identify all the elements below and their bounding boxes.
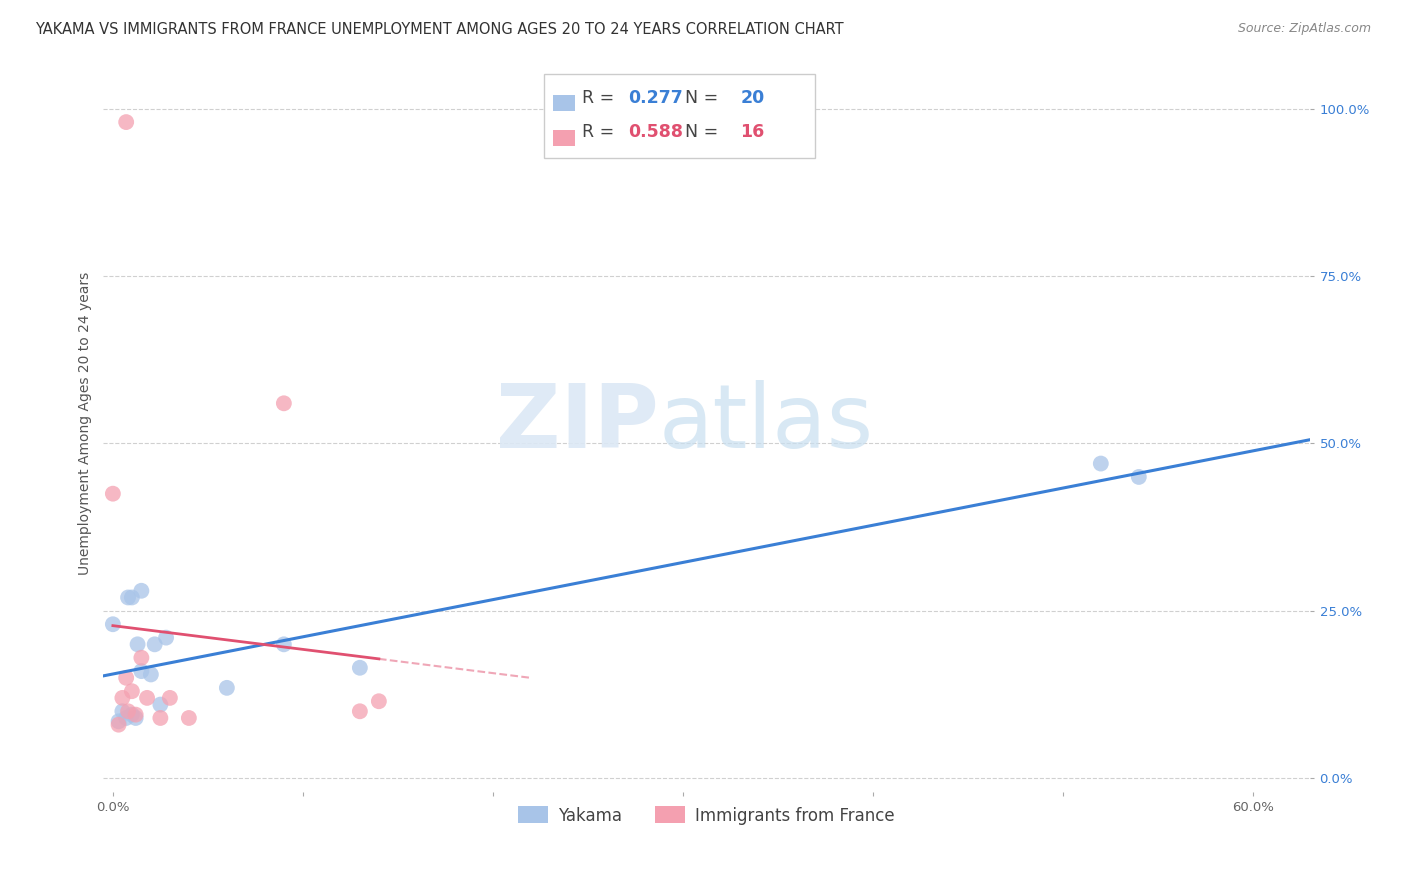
Point (139, 667, 162, 681)
Point (177, 711, 200, 725)
Point (107, 714, 129, 729)
Text: N =: N = (673, 123, 724, 142)
Point (149, 698, 172, 712)
Point (115, 115, 138, 129)
Text: Source: ZipAtlas.com: Source: ZipAtlas.com (1237, 22, 1371, 36)
Point (367, 694, 389, 708)
Point (125, 707, 148, 722)
Point (121, 707, 143, 722)
Point (273, 637, 295, 651)
Point (136, 690, 159, 705)
FancyBboxPatch shape (554, 95, 575, 112)
Point (349, 661, 371, 675)
Point (155, 631, 177, 645)
Text: R =: R = (582, 89, 620, 107)
Text: R =: R = (582, 123, 620, 142)
Text: 16: 16 (741, 123, 765, 142)
Point (101, 486, 124, 500)
Point (121, 684, 143, 698)
Text: YAKAMA VS IMMIGRANTS FROM FRANCE UNEMPLOYMENT AMONG AGES 20 TO 24 YEARS CORRELAT: YAKAMA VS IMMIGRANTS FROM FRANCE UNEMPLO… (35, 22, 844, 37)
Text: 0.588: 0.588 (628, 123, 683, 142)
Point (1090, 457, 1112, 471)
Text: N =: N = (673, 89, 724, 107)
Point (115, 711, 138, 725)
Point (215, 681, 238, 695)
Point (117, 591, 139, 605)
Point (117, 704, 139, 718)
FancyBboxPatch shape (554, 129, 575, 145)
Point (131, 650, 153, 665)
Point (273, 396, 295, 410)
Legend: Yakama, Immigrants from France: Yakama, Immigrants from France (512, 799, 901, 831)
Point (349, 704, 371, 718)
Point (111, 690, 134, 705)
Point (101, 617, 124, 632)
Point (127, 637, 149, 651)
Point (121, 591, 143, 605)
FancyBboxPatch shape (544, 73, 815, 158)
Point (159, 690, 181, 705)
Point (131, 664, 153, 678)
Point (111, 704, 134, 718)
Text: 20: 20 (741, 89, 765, 107)
Point (107, 717, 129, 731)
Point (143, 637, 166, 651)
Point (1128, 470, 1150, 484)
Point (115, 671, 138, 685)
Point (125, 711, 148, 725)
Text: ZIP: ZIP (495, 380, 658, 467)
Point (131, 583, 153, 598)
Point (149, 711, 172, 725)
Text: 0.277: 0.277 (628, 89, 683, 107)
Text: atlas: atlas (658, 380, 873, 467)
Y-axis label: Unemployment Among Ages 20 to 24 years: Unemployment Among Ages 20 to 24 years (79, 272, 93, 575)
